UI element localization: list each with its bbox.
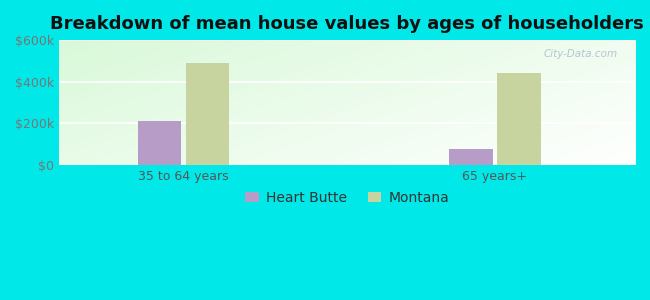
- Title: Breakdown of mean house values by ages of householders: Breakdown of mean house values by ages o…: [50, 15, 644, 33]
- Bar: [186, 63, 229, 165]
- Bar: [138, 121, 181, 165]
- Text: City-Data.com: City-Data.com: [543, 49, 618, 59]
- Bar: [449, 149, 493, 165]
- Bar: [497, 74, 541, 165]
- Legend: Heart Butte, Montana: Heart Butte, Montana: [239, 185, 454, 210]
